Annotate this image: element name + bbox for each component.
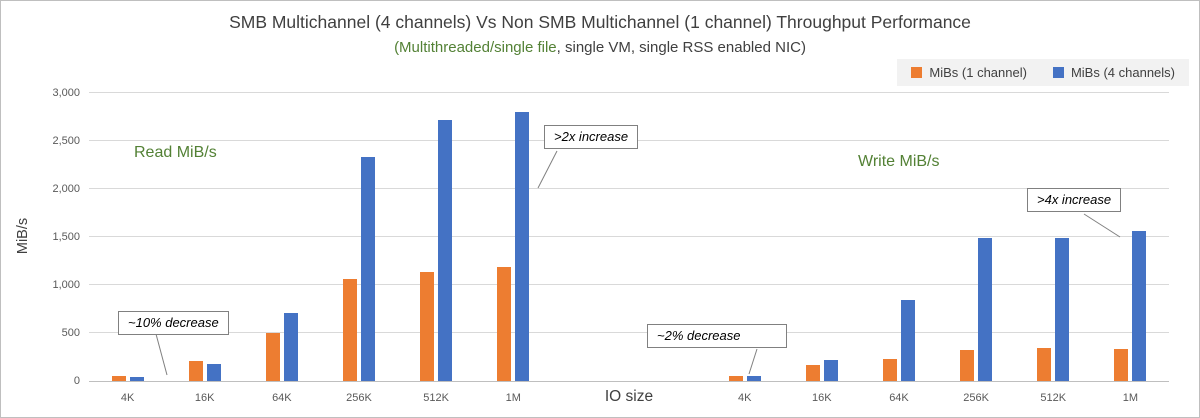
bar-group-1M-write [1092, 93, 1169, 381]
legend-label-4channels: MiBs (4 channels) [1070, 65, 1175, 80]
bar-group-512K-read [398, 93, 475, 381]
bar-1channel [1037, 348, 1052, 381]
bar-4channels [823, 360, 838, 381]
gridline [89, 92, 1169, 93]
y-tick-label: 500 [61, 327, 80, 339]
x-tick-label: 16K [812, 392, 832, 404]
bar-4channels [360, 157, 375, 381]
bar-group-64K-write [860, 93, 937, 381]
chart-subtitle: (Multithreaded/single file, single VM, s… [1, 39, 1199, 56]
x-labels-row: 4K 16K 64K 256K 512K 1M IO size 4K 16K 64K 256K 512… [89, 388, 1169, 406]
chart-title: SMB Multichannel (4 channels) Vs Non SMB… [229, 12, 971, 32]
bar-group-512K-write [1015, 93, 1092, 381]
bar-1channel [805, 365, 820, 381]
gridline [89, 284, 1169, 285]
bar-1channel [420, 271, 435, 381]
callout-write-increase: >4x increase [1027, 188, 1122, 212]
x-tick-label: 1M [505, 392, 521, 404]
chart-subtitle-highlight: (Multithreaded/single file [394, 39, 557, 56]
legend-label-1channel: MiBs (1 channel) [929, 65, 1027, 80]
x-tick-label: 4K [120, 392, 135, 404]
x-axis-title: IO size [604, 388, 654, 405]
plot-area: 0 500 1,000 1,500 2,000 2,500 3,000 [52, 87, 1169, 387]
gridline [89, 236, 1169, 237]
bar-1channel [188, 361, 203, 381]
bar-4channels [900, 300, 915, 381]
chart-legend: MiBs (1 channel) MiBs (4 channels) [897, 59, 1189, 86]
x-tick-label: 16K [194, 392, 215, 404]
bar-group-1M-read [475, 93, 552, 381]
write-section-label: Write MiB/s [858, 153, 940, 170]
bar-group-16K-read [166, 93, 243, 381]
bars-row [89, 93, 1169, 381]
x-tick-label: 512K [1040, 392, 1067, 404]
y-tick-label: 1,500 [52, 231, 80, 243]
bar-1channel [265, 332, 280, 381]
x-tick-label: 64K [272, 392, 292, 404]
read-section-label: Read MiB/s [134, 144, 217, 161]
bar-group-16K-write [783, 93, 860, 381]
bar-1channel [960, 350, 975, 381]
bar-1channel [342, 279, 357, 381]
legend-swatch-1channel [911, 67, 923, 78]
bar-group-4K-read [89, 93, 166, 381]
y-tick-label: 2,500 [52, 135, 80, 147]
x-tick-label: 256K [346, 392, 372, 404]
chart-subtitle-rest: , single VM, single RSS enabled NIC) [556, 39, 806, 56]
bar-4channels [1132, 231, 1147, 381]
bar-group-256K-read [320, 93, 397, 381]
bar-1channel [497, 266, 512, 381]
x-tick-label: 512K [423, 392, 449, 404]
y-tick-label: 1,000 [52, 279, 80, 291]
bar-1channel [111, 375, 126, 381]
gridline [89, 332, 1169, 333]
x-tick-label: 256K [963, 392, 989, 404]
y-tick-label: 2,000 [52, 183, 80, 195]
x-tick-label: 1M [1122, 392, 1139, 404]
legend-item-1channel: MiBs (1 channel) [911, 65, 1027, 80]
bar-4channels [438, 119, 453, 381]
bar-group-4K-write [706, 93, 783, 381]
x-tick-label: 64K [889, 392, 909, 404]
bar-4channels [746, 376, 761, 381]
bar-1channel [728, 375, 743, 381]
y-tick-label: 3,000 [52, 87, 80, 99]
bar-4channels [1055, 237, 1070, 381]
y-tick-label: 0 [73, 375, 80, 387]
bar-group-256K-write [938, 93, 1015, 381]
bar-1channel [882, 358, 897, 381]
bar-4channels [129, 376, 144, 381]
callout-read-decrease: ~10% decrease [118, 311, 229, 335]
callout-read-increase: >2x increase [544, 125, 639, 149]
legend-item-4channels: MiBs (4 channels) [1052, 65, 1175, 80]
bar-4channels [283, 312, 298, 381]
bar-4channels [515, 112, 530, 381]
gridline [89, 188, 1169, 189]
y-axis-title: MiB/s [15, 217, 31, 255]
callout-write-decrease: ~2% decrease [647, 324, 787, 348]
bar-1channel [1114, 349, 1129, 381]
bar-4channels [206, 363, 221, 381]
bar-group-64K-read [243, 93, 320, 381]
legend-swatch-4channels [1052, 67, 1064, 78]
bar-4channels [978, 237, 993, 381]
x-tick-label: 4K [737, 392, 752, 404]
